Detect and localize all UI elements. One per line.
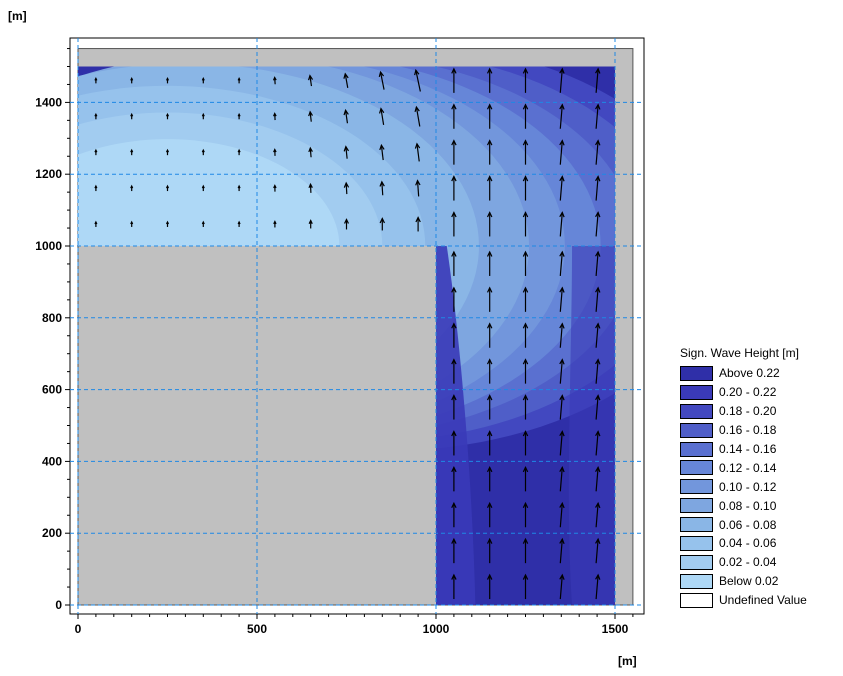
legend-item: Below 0.02 (680, 572, 840, 591)
legend-label: 0.02 - 0.04 (719, 555, 776, 569)
y-tick-label: 1400 (35, 95, 62, 109)
legend-swatch (680, 442, 713, 457)
legend-item: 0.14 - 0.16 (680, 440, 840, 459)
legend-swatch (680, 385, 713, 400)
legend-swatch (680, 574, 713, 589)
legend-swatch (680, 593, 713, 608)
legend-label: 0.10 - 0.12 (719, 480, 776, 494)
legend-label: 0.18 - 0.20 (719, 404, 776, 418)
y-tick-label: 600 (42, 383, 62, 397)
legend-items: Above 0.22 0.20 - 0.22 0.18 - 0.20 0.16 - 0… (680, 364, 840, 610)
legend-label: Undefined Value (719, 593, 807, 607)
legend-swatch (680, 555, 713, 570)
legend-item: 0.04 - 0.06 (680, 534, 840, 553)
legend-item: 0.18 - 0.20 (680, 402, 840, 421)
x-tick-label: 1000 (423, 622, 450, 636)
y-tick-label: 800 (42, 311, 62, 325)
channel-edge-band (569, 246, 615, 605)
legend-label: Below 0.02 (719, 574, 778, 588)
legend-swatch (680, 423, 713, 438)
legend-swatch (680, 366, 713, 381)
legend-label: 0.08 - 0.10 (719, 499, 776, 513)
legend-item: 0.16 - 0.18 (680, 421, 840, 440)
x-tick-label: 500 (247, 622, 267, 636)
legend-label: 0.12 - 0.14 (719, 461, 776, 475)
legend-item: Above 0.22 (680, 364, 840, 383)
y-axis-unit-label: [m] (8, 9, 27, 23)
x-tick-label: 1500 (602, 622, 629, 636)
x-axis-unit-label: [m] (618, 654, 637, 668)
legend-title: Sign. Wave Height [m] (680, 346, 840, 360)
legend-label: Above 0.22 (719, 366, 780, 380)
x-tick-label: 0 (75, 622, 82, 636)
legend-swatch (680, 460, 713, 475)
y-tick-label: 1200 (35, 167, 62, 181)
legend-label: 0.14 - 0.16 (719, 442, 776, 456)
y-tick-label: 200 (42, 526, 62, 540)
legend-item: 0.10 - 0.12 (680, 477, 840, 496)
legend-swatch (680, 498, 713, 513)
legend-swatch (680, 479, 713, 494)
legend-swatch (680, 517, 713, 532)
legend-item: Undefined Value (680, 591, 840, 610)
y-tick-label: 0 (55, 598, 62, 612)
legend-label: 0.16 - 0.18 (719, 423, 776, 437)
legend-item: 0.02 - 0.04 (680, 553, 840, 572)
y-tick-label: 1000 (35, 239, 62, 253)
legend-label: 0.04 - 0.06 (719, 536, 776, 550)
legend-item: 0.20 - 0.22 (680, 383, 840, 402)
legend-label: 0.06 - 0.08 (719, 518, 776, 532)
legend: Sign. Wave Height [m] Above 0.22 0.20 - 0… (680, 346, 840, 610)
legend-item: 0.12 - 0.14 (680, 458, 840, 477)
y-tick-label: 400 (42, 454, 62, 468)
legend-item: 0.06 - 0.08 (680, 515, 840, 534)
plot-layers (0, 38, 715, 614)
legend-swatch (680, 536, 713, 551)
legend-item: 0.08 - 0.10 (680, 496, 840, 515)
legend-label: 0.20 - 0.22 (719, 385, 776, 399)
legend-swatch (680, 404, 713, 419)
